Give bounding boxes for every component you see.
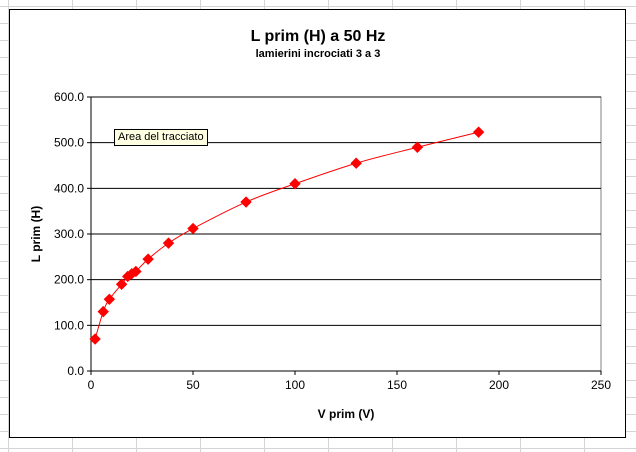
data-point[interactable] xyxy=(350,157,362,169)
x-tick-label: 50 xyxy=(186,378,200,392)
gridlines xyxy=(91,96,601,326)
x-axis-title: V prim (V) xyxy=(318,407,375,421)
y-tick-label: 100.0 xyxy=(54,318,84,332)
y-tick-label: 300.0 xyxy=(54,227,84,241)
data-point[interactable] xyxy=(103,293,116,306)
data-point[interactable] xyxy=(97,305,109,318)
y-axis-title: L prim (H) xyxy=(29,206,43,262)
x-tick-label: 100 xyxy=(285,378,305,392)
data-point[interactable] xyxy=(411,141,424,153)
data-point[interactable] xyxy=(187,222,199,235)
data-series xyxy=(89,126,485,345)
axes: 0.0 100.0 200.0 300.0 400.0 500.0 600.0 0 50 100 1… xyxy=(54,90,611,392)
x-tick-label: 250 xyxy=(591,378,611,392)
y-tick-label: 0.0 xyxy=(67,364,84,378)
chart-subtitle: lamierini incrociati 3 a 3 xyxy=(256,48,381,60)
data-point[interactable] xyxy=(289,178,301,190)
x-tick-label: 0 xyxy=(88,378,95,392)
chart-area[interactable]: L prim (H) a 50 Hz lamierini incrociati … xyxy=(9,9,626,438)
data-point[interactable] xyxy=(472,126,485,138)
data-point[interactable] xyxy=(89,333,101,345)
data-point[interactable] xyxy=(240,196,252,208)
y-tick-label: 200.0 xyxy=(54,273,84,287)
x-tick-label: 200 xyxy=(489,378,509,392)
data-point[interactable] xyxy=(142,253,154,265)
chart-title: L prim (H) a 50 Hz xyxy=(251,28,386,45)
data-point[interactable] xyxy=(115,278,128,290)
y-tick-label: 500.0 xyxy=(54,136,84,150)
y-tick-label: 600.0 xyxy=(54,90,84,104)
x-tick-label: 150 xyxy=(387,378,407,392)
plot-area-tooltip: Area del tracciato xyxy=(114,129,208,146)
chart-svg: L prim (H) a 50 Hz lamierini incrociati … xyxy=(29,28,611,421)
data-point[interactable] xyxy=(162,237,175,249)
y-tick-label: 400.0 xyxy=(54,181,84,195)
data-point[interactable] xyxy=(130,265,142,278)
